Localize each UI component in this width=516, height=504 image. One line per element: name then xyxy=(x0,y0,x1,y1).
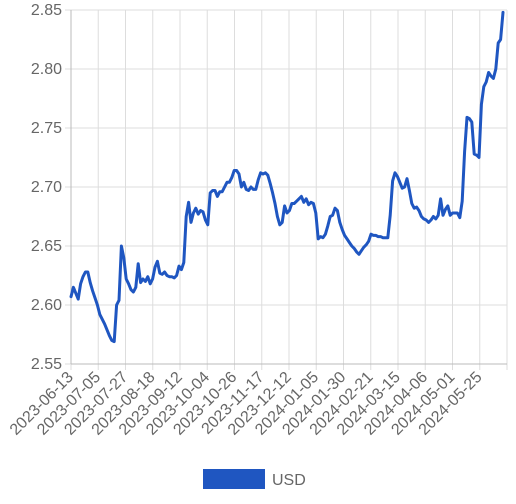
x-axis-tick-labels: 2023-06-132023-07-052023-07-272023-08-18… xyxy=(7,369,486,439)
axes xyxy=(70,10,507,365)
series-line-usd xyxy=(69,10,505,344)
legend-swatch-usd[interactable] xyxy=(203,469,265,489)
gridlines xyxy=(65,9,508,370)
y-axis-tick-labels: 2.55 2.60 2.65 2.70 2.75 2.80 2.85 xyxy=(31,2,62,373)
y-tick-label: 2.85 xyxy=(31,2,62,19)
legend[interactable]: USD xyxy=(203,469,306,489)
y-tick-label: 2.75 xyxy=(31,120,62,137)
y-tick-label: 2.65 xyxy=(31,238,62,255)
y-tick-label: 2.70 xyxy=(31,179,62,196)
series-layer xyxy=(69,10,505,344)
legend-label-usd[interactable]: USD xyxy=(272,472,306,489)
y-tick-label: 2.55 xyxy=(31,356,62,373)
y-tick-label: 2.60 xyxy=(31,297,62,314)
y-tick-label: 2.80 xyxy=(31,61,62,78)
